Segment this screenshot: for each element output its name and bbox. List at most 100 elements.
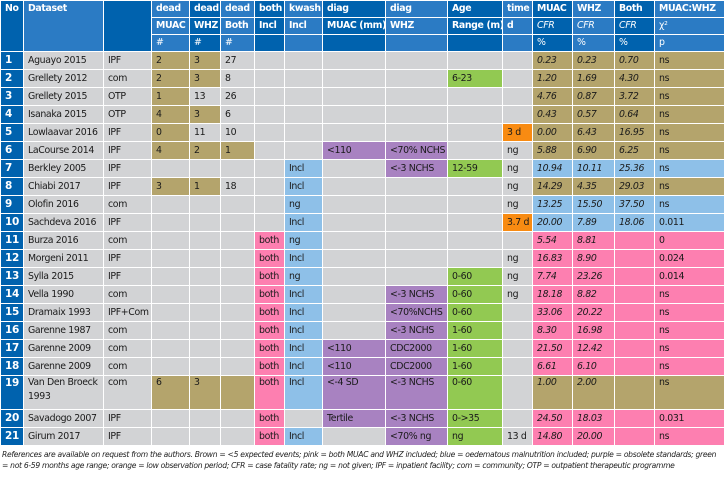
cell-both bbox=[254, 213, 285, 232]
cell-diag-muac: <110 bbox=[322, 357, 386, 376]
cell-dead-both bbox=[220, 427, 255, 446]
cell-diag-muac: <110 bbox=[322, 339, 386, 358]
header-dataset: Dataset bbox=[23, 0, 104, 52]
header-age: Age bbox=[447, 0, 503, 18]
cell-no: 11 bbox=[0, 231, 24, 250]
cell-dataset: Dramaix 1993 bbox=[23, 303, 104, 322]
cell-dead-whz bbox=[189, 427, 221, 446]
cell-both: both bbox=[254, 357, 285, 376]
cell-whz-cfr: 8.82 bbox=[572, 285, 615, 304]
cell-both-cfr bbox=[614, 375, 655, 410]
header3-time bbox=[502, 34, 533, 52]
table-row: 17 Garenne 2009 com both Incl <110 CDC2000 1-60… bbox=[0, 339, 724, 358]
header2-diag-muac: MUAC (mm) bbox=[322, 17, 386, 35]
cell-kwash bbox=[284, 409, 323, 428]
cell-diag-muac bbox=[322, 231, 386, 250]
cell-kwash bbox=[284, 87, 323, 106]
cell-kwash: ng bbox=[284, 195, 323, 214]
cell-dead-whz: 13 bbox=[189, 87, 221, 106]
cell-diag-whz bbox=[385, 123, 448, 142]
cell-both-cfr bbox=[614, 249, 655, 268]
cell-kwash: Incl bbox=[284, 213, 323, 232]
cell-dead-whz bbox=[189, 213, 221, 232]
cell-p: 0.024 bbox=[654, 249, 724, 268]
cell-p: ns bbox=[654, 87, 724, 106]
cell-dead-both bbox=[220, 249, 255, 268]
cell-diag-muac bbox=[322, 267, 386, 286]
cell-kwash: Incl bbox=[284, 249, 323, 268]
cell-no: 6 bbox=[0, 141, 24, 160]
cell-both bbox=[254, 177, 285, 196]
header-row-3: # # # % % % p bbox=[1, 34, 724, 52]
cell-both: both bbox=[254, 249, 285, 268]
cell-setting: com bbox=[103, 69, 152, 88]
cell-p: 0.031 bbox=[654, 409, 724, 428]
cell-muac-cfr: 10.94 bbox=[532, 159, 573, 178]
cell-muac-cfr: 18.18 bbox=[532, 285, 573, 304]
cell-no: 19 bbox=[0, 375, 24, 410]
cell-age: 0->35 bbox=[447, 409, 503, 428]
cell-both bbox=[254, 69, 285, 88]
cell-both-cfr bbox=[614, 231, 655, 250]
cell-p: ns bbox=[654, 339, 724, 358]
cell-diag-muac bbox=[322, 177, 386, 196]
cell-no: 4 bbox=[0, 105, 24, 124]
cell-diag-whz bbox=[385, 213, 448, 232]
cell-dataset: Chiabi 2017 bbox=[23, 177, 104, 196]
cell-dataset: Sylla 2015 bbox=[23, 267, 104, 286]
cell-diag-muac bbox=[322, 69, 386, 88]
cell-whz-cfr: 1.69 bbox=[572, 69, 615, 88]
cell-dataset: Garenne 2009 bbox=[23, 357, 104, 376]
cell-dataset: Garenne 1987 bbox=[23, 321, 104, 340]
cell-dead-muac bbox=[151, 285, 190, 304]
header-diag-whz: diag bbox=[385, 0, 448, 18]
header2-both-cfr: CFR bbox=[614, 17, 655, 35]
cell-both bbox=[254, 105, 285, 124]
table-row: 7 Berkley 2005 IPF Incl <-3 NCHS 12-59 ng 10.94… bbox=[0, 159, 724, 178]
cell-no: 12 bbox=[0, 249, 24, 268]
cell-no: 8 bbox=[0, 177, 24, 196]
cell-dead-muac: 2 bbox=[151, 51, 190, 70]
cell-diag-muac bbox=[322, 321, 386, 340]
cell-both-cfr: 6.25 bbox=[614, 141, 655, 160]
table-row: 3 Grellety 2015 OTP 1 13 26 4.76 0.87 3.72 ns bbox=[0, 87, 724, 106]
cell-muac-cfr: 14.29 bbox=[532, 177, 573, 196]
cell-dead-muac bbox=[151, 159, 190, 178]
cell-p: ns bbox=[654, 177, 724, 196]
cell-time: ng bbox=[502, 267, 533, 286]
cell-dead-muac bbox=[151, 321, 190, 340]
cell-muac-cfr: 6.61 bbox=[532, 357, 573, 376]
cell-dead-whz: 3 bbox=[189, 375, 221, 410]
cell-no: 20 bbox=[0, 409, 24, 428]
table-row: 11 Burza 2016 com both ng 5.54 8.81 0 bbox=[0, 231, 724, 250]
cell-dead-both bbox=[220, 285, 255, 304]
cell-muac-cfr: 1.00 bbox=[532, 375, 573, 410]
table-row: 6 LaCourse 2014 IPF 4 2 1 <110 <70% NCHS ng 5.88 6… bbox=[0, 141, 724, 160]
cell-time bbox=[502, 51, 533, 70]
cell-setting: IPF bbox=[103, 123, 152, 142]
header3-kwash bbox=[284, 34, 323, 52]
cell-diag-whz: <-3 NCHS bbox=[385, 285, 448, 304]
cell-muac-cfr: 0.00 bbox=[532, 123, 573, 142]
header-muac-cfr: MUAC bbox=[532, 0, 573, 18]
cell-no: 10 bbox=[0, 213, 24, 232]
cell-dead-muac: 4 bbox=[151, 105, 190, 124]
cell-whz-cfr: 0.87 bbox=[572, 87, 615, 106]
cell-dead-whz bbox=[189, 357, 221, 376]
table-row: 20 Savadogo 2007 IPF both Tertile <-3 NCHS 0->… bbox=[0, 409, 724, 428]
header2-diag-whz: WHZ bbox=[385, 17, 448, 35]
cell-diag-muac bbox=[322, 303, 386, 322]
cell-both-cfr: 4.30 bbox=[614, 69, 655, 88]
cell-muac-cfr: 5.88 bbox=[532, 141, 573, 160]
cell-dead-whz: 3 bbox=[189, 69, 221, 88]
cell-diag-muac bbox=[322, 427, 386, 446]
cell-time: 3.7 d bbox=[502, 213, 533, 232]
cell-kwash: Incl bbox=[284, 357, 323, 376]
cell-age bbox=[447, 123, 503, 142]
header2-muac-cfr: CFR bbox=[532, 17, 573, 35]
cell-dataset: Vella 1990 bbox=[23, 285, 104, 304]
cell-whz-cfr: 12.42 bbox=[572, 339, 615, 358]
table-row: 12 Morgeni 2011 IPF both Incl ng 16.83 8.90 0.02… bbox=[0, 249, 724, 268]
cell-both: both bbox=[254, 409, 285, 428]
cell-both: both bbox=[254, 321, 285, 340]
